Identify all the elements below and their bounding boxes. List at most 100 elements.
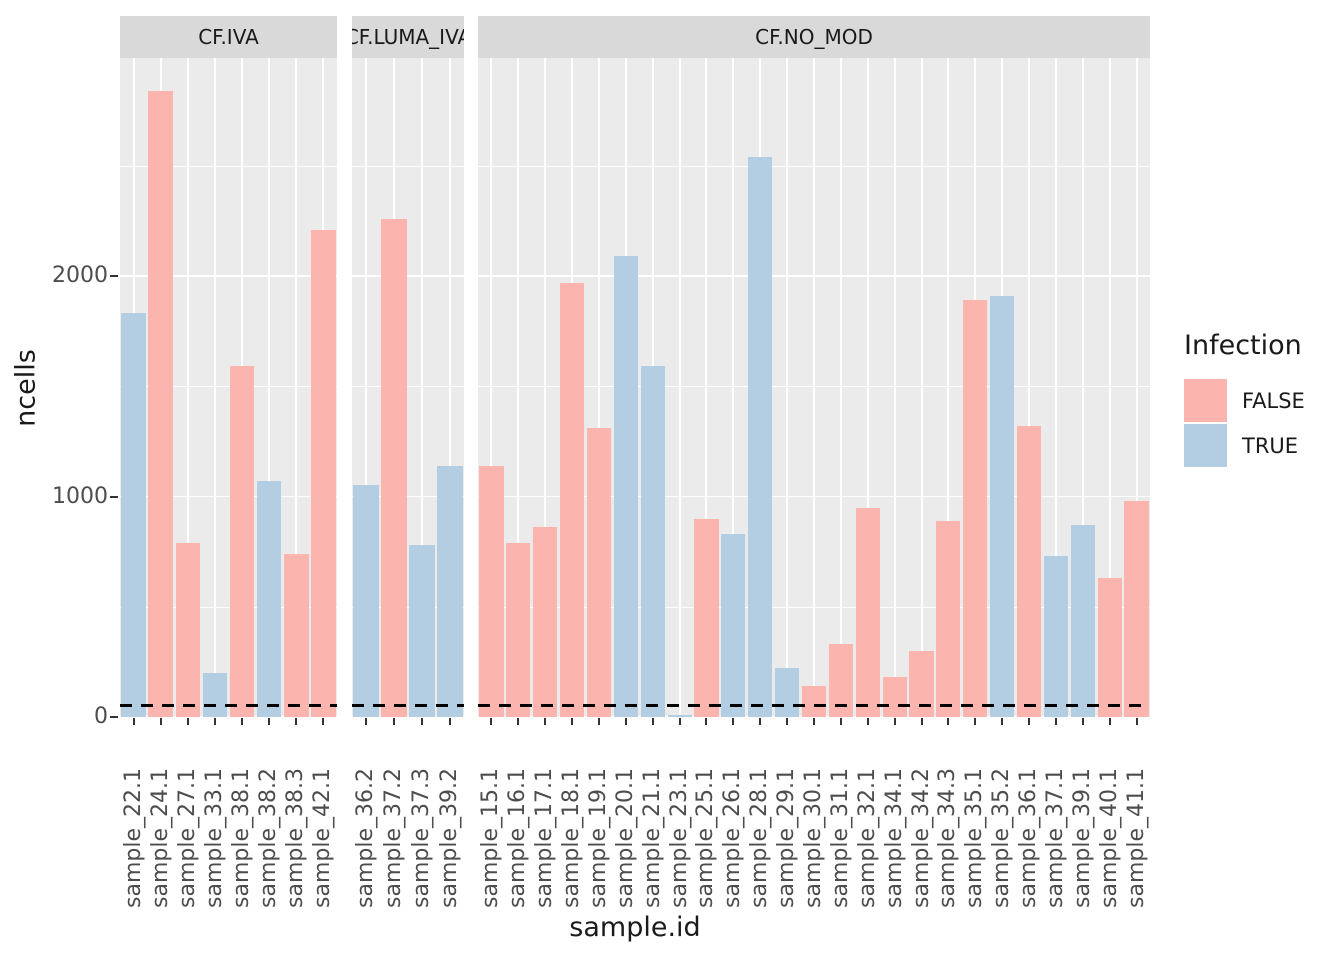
- x-axis-tick-label: sample_25.1: [693, 768, 719, 908]
- x-axis-tick: [1108, 718, 1111, 725]
- x-axis-tick: [651, 718, 654, 725]
- y-axis-tick: [110, 716, 118, 718]
- bar: [148, 90, 173, 717]
- bar: [175, 542, 200, 717]
- category-gridline: [732, 58, 735, 718]
- bar: [694, 518, 719, 717]
- category-gridline: [1028, 58, 1031, 718]
- bar: [1016, 425, 1042, 717]
- bar: [409, 545, 435, 717]
- x-axis-tick: [1028, 718, 1031, 725]
- bar: [586, 428, 612, 717]
- x-axis-tick-label: sample_37.2: [381, 768, 406, 908]
- x-axis-tick-label: sample_29.1: [774, 768, 800, 908]
- legend: Infection FALSE TRUE: [1184, 330, 1344, 469]
- bar: [353, 485, 379, 717]
- category-gridline: [947, 58, 950, 718]
- x-axis-tick-label: sample_37.1: [1042, 768, 1068, 908]
- category-gridline: [365, 58, 367, 718]
- bar: [479, 465, 504, 717]
- y-axis-tick-label: 2000: [52, 263, 108, 288]
- category-gridline: [295, 58, 298, 718]
- x-axis-tick: [213, 718, 216, 725]
- x-axis-tick: [241, 718, 244, 725]
- x-axis-tick-label: sample_38.1: [229, 768, 255, 908]
- category-gridline: [421, 58, 423, 718]
- bar: [667, 714, 692, 717]
- bar: [229, 366, 255, 717]
- bar: [775, 668, 800, 717]
- bar: [202, 672, 228, 717]
- dashed-threshold-line: [478, 704, 1150, 708]
- x-axis-tick: [866, 718, 869, 725]
- x-axis-tick-label: sample_35.1: [962, 768, 988, 908]
- x-axis-tick-label: sample_27.1: [174, 768, 200, 908]
- bar: [748, 156, 773, 717]
- bar: [855, 507, 880, 717]
- facet-strip: CF.IVA: [120, 16, 337, 58]
- x-axis-tick: [159, 718, 162, 725]
- x-axis-tick: [839, 718, 842, 725]
- bar: [437, 465, 463, 717]
- x-axis-tick: [759, 718, 762, 725]
- x-axis-tick: [295, 718, 298, 725]
- bar: [506, 542, 531, 717]
- bar: [121, 313, 146, 717]
- bar: [381, 218, 407, 717]
- facet-strip-label: CF.LUMA_IVA: [352, 25, 464, 49]
- category-gridline: [597, 58, 600, 718]
- category-gridline: [213, 58, 216, 718]
- legend-item-true: TRUE: [1184, 424, 1344, 467]
- bar: [311, 229, 336, 717]
- x-axis-tick: [544, 718, 547, 725]
- x-axis-tick-label: sample_32.1: [854, 768, 880, 908]
- x-axis-tick-label: sample_26.1: [720, 768, 746, 908]
- major-gridline: [352, 495, 464, 498]
- x-axis-tick-label: sample_18.1: [559, 768, 585, 908]
- category-gridline: [678, 58, 681, 718]
- x-axis-tick-label: sample_38.2: [256, 768, 282, 908]
- bar: [1070, 525, 1095, 717]
- x-axis-tick-label: sample_35.2: [989, 768, 1015, 908]
- y-axis-title: ncells: [10, 349, 42, 427]
- category-gridline: [268, 58, 271, 718]
- x-axis-tick: [571, 718, 574, 725]
- bar: [963, 300, 988, 717]
- y-axis-tick-label: 0: [94, 704, 108, 729]
- x-axis-tick-label: sample_36.1: [1016, 768, 1042, 908]
- bar: [256, 481, 282, 717]
- category-gridline: [705, 58, 708, 718]
- x-axis-tick: [421, 718, 423, 725]
- category-gridline: [893, 58, 896, 718]
- x-axis-tick: [893, 718, 896, 725]
- x-axis-tick-label: sample_34.1: [881, 768, 907, 908]
- x-axis-tick: [678, 718, 681, 725]
- x-axis-tick-label: sample_15.1: [478, 768, 504, 908]
- x-axis-tick-label: sample_36.2: [353, 768, 378, 908]
- x-axis-tick: [1001, 718, 1004, 725]
- x-axis-tick-label: sample_24.1: [147, 768, 173, 908]
- x-axis-tick-label: sample_34.3: [935, 768, 961, 908]
- major-gridline: [120, 716, 337, 718]
- category-gridline: [1108, 58, 1111, 718]
- minor-gridline: [120, 606, 337, 608]
- bar: [533, 527, 558, 717]
- y-axis-tick-label: 1000: [52, 483, 108, 509]
- x-axis-tick: [974, 718, 977, 725]
- x-axis-tick: [365, 718, 367, 725]
- x-axis-tick-label: sample_37.3: [409, 768, 434, 908]
- bar: [801, 686, 827, 717]
- x-axis-tick-label: sample_39.2: [437, 768, 462, 908]
- category-gridline: [866, 58, 869, 718]
- minor-gridline: [120, 165, 337, 167]
- facet-panel: [352, 58, 464, 718]
- bar: [990, 295, 1015, 717]
- facet-strip-label: CF.NO_MOD: [755, 25, 873, 49]
- major-gridline: [120, 495, 337, 498]
- x-axis-tick: [732, 718, 735, 725]
- legend-swatch-true-icon: [1184, 424, 1227, 467]
- category-gridline: [490, 58, 493, 718]
- x-axis-tick: [449, 718, 451, 725]
- category-gridline: [517, 58, 520, 718]
- x-axis-tick: [1054, 718, 1057, 725]
